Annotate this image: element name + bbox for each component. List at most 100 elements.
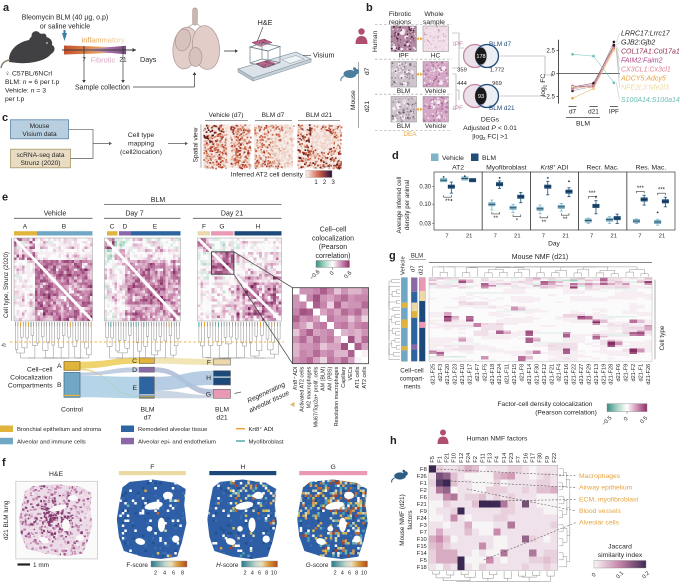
svg-text:Human: Human bbox=[372, 30, 379, 52]
svg-text:BLM: n = 6 per t.p: BLM: n = 6 per t.p bbox=[5, 79, 59, 86]
svg-text:A: A bbox=[57, 363, 62, 370]
svg-text:Remodeled alveolar tissue: Remodeled alveolar tissue bbox=[138, 427, 208, 433]
svg-text:d: d bbox=[392, 150, 399, 162]
svg-text:GJB2:Gjb2: GJB2:Gjb2 bbox=[621, 40, 655, 47]
svg-text:b: b bbox=[366, 2, 373, 14]
svg-text:per t.p: per t.p bbox=[5, 96, 24, 103]
svg-text:BLM d7: BLM d7 bbox=[262, 112, 285, 119]
svg-text:Visium: Visium bbox=[313, 51, 334, 60]
svg-text:Colocalization: Colocalization bbox=[10, 375, 53, 382]
svg-text:Inferred AT2 cell density: Inferred AT2 cell density bbox=[231, 172, 304, 179]
svg-text:BLM d21: BLM d21 bbox=[489, 105, 515, 112]
svg-text:7: 7 bbox=[638, 234, 641, 240]
svg-text:Capillary: Capillary bbox=[341, 366, 347, 387]
svg-text:B: B bbox=[57, 382, 62, 389]
svg-text:Cell–cell: Cell–cell bbox=[27, 367, 53, 374]
svg-text:NFE2L3:Nfe2l3: NFE2L3:Nfe2l3 bbox=[621, 85, 669, 92]
svg-text:7: 7 bbox=[494, 234, 497, 240]
svg-text:Whole: Whole bbox=[424, 11, 443, 18]
svg-text:sample: sample bbox=[423, 19, 445, 26]
svg-text:FAIM2:Faim2: FAIM2:Faim2 bbox=[621, 58, 663, 65]
svg-text:**: ** bbox=[563, 217, 568, 223]
svg-text:BLM: BLM bbox=[397, 123, 411, 130]
svg-text:C: C bbox=[132, 358, 137, 365]
svg-text:7: 7 bbox=[542, 234, 545, 240]
svg-text:Spatial view: Spatial view bbox=[193, 127, 200, 162]
svg-text:Krt8⁺ ADI: Krt8⁺ ADI bbox=[249, 426, 274, 433]
svg-text:H: H bbox=[206, 375, 211, 382]
svg-text:or saline vehicle: or saline vehicle bbox=[40, 24, 90, 31]
svg-text:G: G bbox=[219, 223, 224, 230]
svg-text:**: ** bbox=[493, 216, 498, 222]
svg-text:Compartments: Compartments bbox=[8, 383, 53, 390]
svg-text:***: *** bbox=[658, 188, 666, 194]
svg-text:Mouse: Mouse bbox=[30, 123, 50, 130]
svg-text:0: 0 bbox=[329, 271, 336, 278]
svg-text:regions: regions bbox=[389, 19, 412, 26]
svg-text:E: E bbox=[132, 385, 137, 392]
svg-text:Fibrotic: Fibrotic bbox=[91, 56, 116, 65]
svg-text:0.30: 0.30 bbox=[419, 185, 431, 191]
svg-text:Control: Control bbox=[61, 407, 83, 414]
svg-text:Resolution macrophages: Resolution macrophages bbox=[334, 366, 340, 426]
svg-text:0.6: 0.6 bbox=[343, 270, 353, 280]
svg-text:BLM: BLM bbox=[397, 88, 411, 95]
svg-text:d21: d21 bbox=[364, 101, 371, 112]
svg-text:IPF: IPF bbox=[453, 41, 463, 48]
svg-text:Vehicle: Vehicle bbox=[442, 155, 464, 162]
svg-text:g: g bbox=[389, 250, 396, 262]
svg-text:correlation): correlation) bbox=[315, 253, 350, 260]
svg-text:F: F bbox=[202, 223, 206, 230]
svg-text:h: h bbox=[1, 343, 8, 347]
svg-text:log2 FC: log2 FC bbox=[540, 74, 548, 97]
svg-text:♀ C57BL/6NCrl: ♀ C57BL/6NCrl bbox=[5, 71, 53, 78]
svg-text:AT2: AT2 bbox=[452, 165, 464, 172]
svg-text:DEA: DEA bbox=[403, 131, 417, 138]
svg-text:21: 21 bbox=[514, 234, 520, 240]
svg-text:D: D bbox=[132, 367, 137, 374]
svg-text:Strunz (2020): Strunz (2020) bbox=[21, 160, 61, 167]
svg-text:e: e bbox=[2, 192, 8, 204]
svg-text:d7: d7 bbox=[364, 67, 371, 75]
svg-text:Cell type: Cell type bbox=[128, 132, 155, 139]
svg-text:D: D bbox=[123, 223, 128, 230]
svg-text:Days: Days bbox=[140, 55, 157, 64]
svg-text:3: 3 bbox=[332, 180, 336, 186]
svg-text:Bronchial epithelium and strom: Bronchial epithelium and stroma bbox=[17, 427, 102, 433]
svg-text:ADCY5:Adcy5: ADCY5:Adcy5 bbox=[620, 76, 666, 83]
svg-text:H: H bbox=[256, 223, 261, 230]
svg-text:0.03: 0.03 bbox=[419, 222, 431, 228]
svg-text:1: 1 bbox=[314, 180, 318, 186]
svg-text:COL17A1:Col17a1: COL17A1:Col17a1 bbox=[621, 49, 680, 56]
svg-text:M2 macrophages: M2 macrophages bbox=[307, 366, 313, 408]
svg-text:C: C bbox=[110, 223, 115, 230]
svg-text:93: 93 bbox=[478, 94, 484, 100]
svg-text:CX3CL1:Cx3cl1: CX3CL1:Cx3cl1 bbox=[621, 67, 671, 74]
svg-text:AT1 cells: AT1 cells bbox=[355, 366, 361, 388]
svg-text:E: E bbox=[153, 223, 158, 230]
svg-text:Average inferred cell: Average inferred cell bbox=[396, 177, 403, 234]
svg-text:inflammatory: inflammatory bbox=[82, 35, 125, 44]
svg-text:BLM d21: BLM d21 bbox=[306, 112, 333, 119]
svg-text:2: 2 bbox=[323, 180, 327, 186]
svg-text:178: 178 bbox=[476, 54, 485, 60]
svg-text:21: 21 bbox=[659, 234, 665, 240]
svg-text:c: c bbox=[2, 112, 8, 124]
svg-text:Mouse NMF (d21): Mouse NMF (d21) bbox=[512, 254, 568, 261]
svg-text:Res. Mac.: Res. Mac. bbox=[636, 165, 667, 172]
svg-text:0: 0 bbox=[552, 71, 556, 78]
svg-text:BLM: BLM bbox=[215, 407, 229, 414]
svg-text:969: 969 bbox=[492, 81, 502, 87]
svg-text:Cell–cell: Cell–cell bbox=[320, 227, 347, 234]
svg-text:DEGs: DEGs bbox=[481, 117, 500, 124]
svg-text:Activated AT2 cells: Activated AT2 cells bbox=[300, 366, 306, 411]
svg-text:HC: HC bbox=[431, 53, 441, 60]
svg-text:*: * bbox=[516, 218, 519, 224]
svg-text:Bleomycin BLM (40 µg, o.p): Bleomycin BLM (40 µg, o.p) bbox=[22, 15, 109, 22]
svg-text:colocalization: colocalization bbox=[312, 235, 354, 242]
svg-text:Recr. Mac.: Recr. Mac. bbox=[586, 165, 619, 172]
svg-text:Day 21: Day 21 bbox=[221, 211, 243, 218]
svg-text:BLM: BLM bbox=[482, 155, 496, 162]
svg-text:Krt8⁺ ADI: Krt8⁺ ADI bbox=[293, 366, 299, 390]
svg-text:(Pearson: (Pearson bbox=[319, 244, 348, 251]
